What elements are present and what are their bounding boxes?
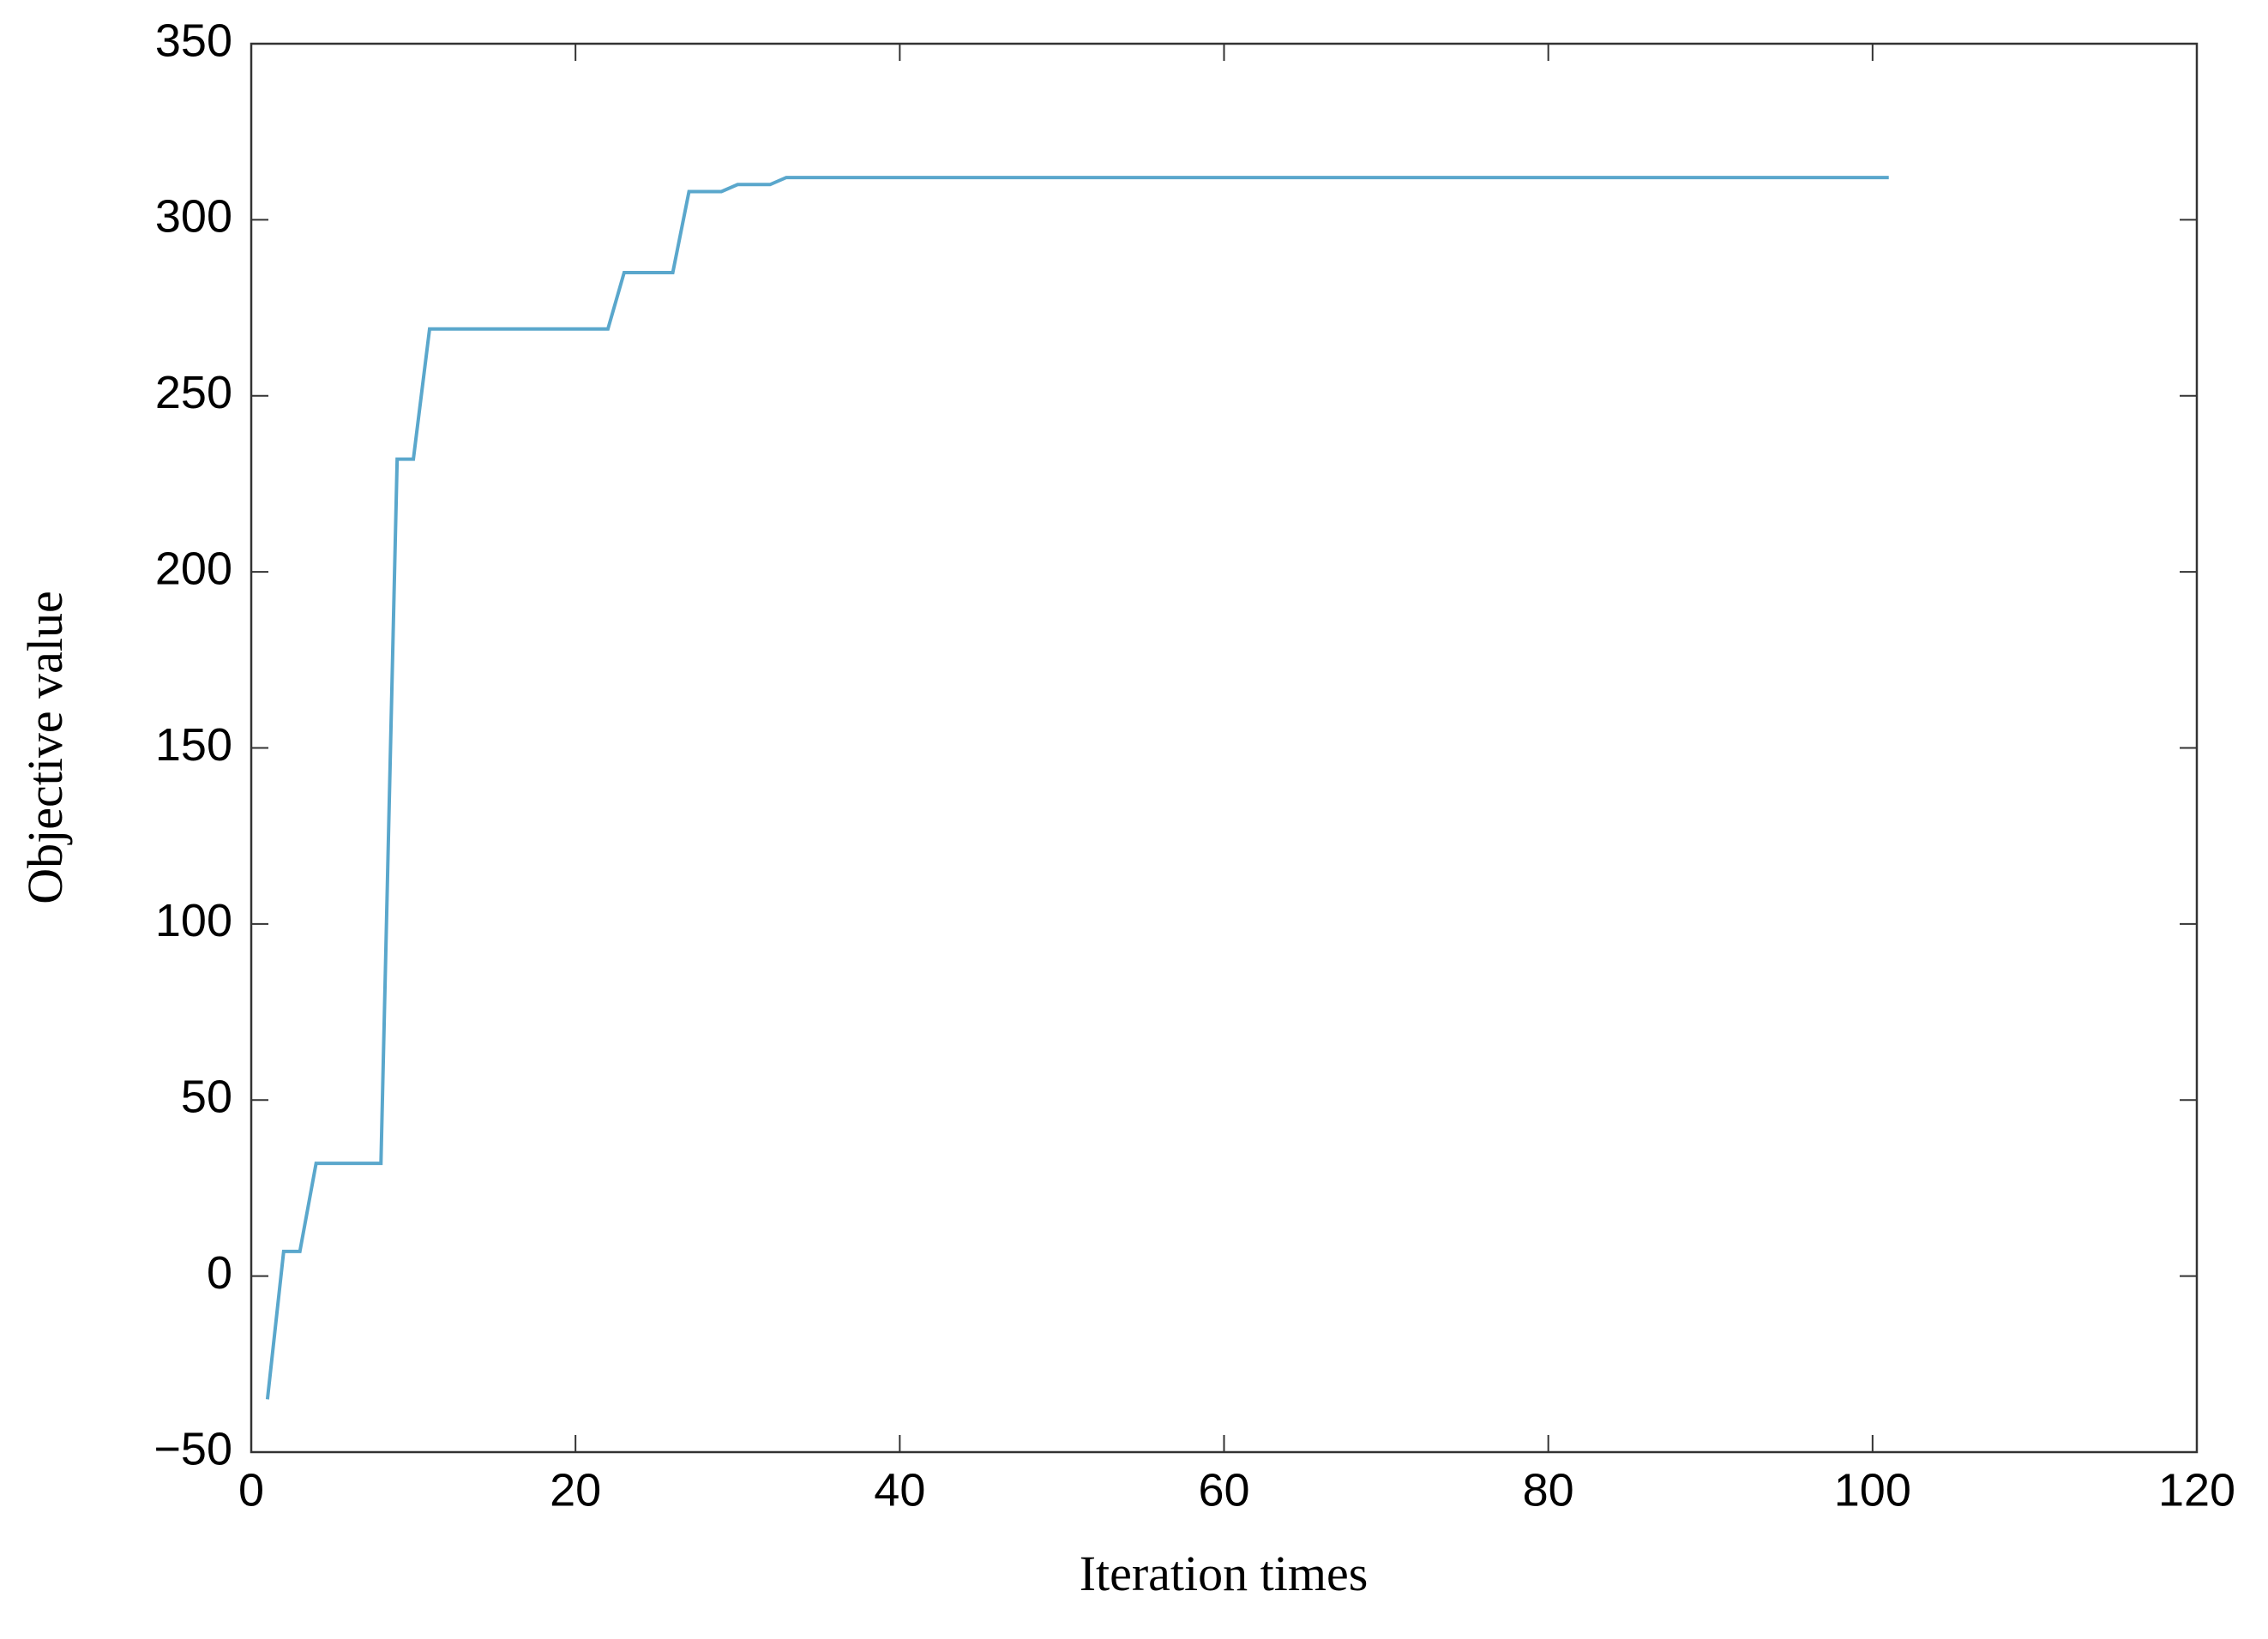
x-axis-label: Iteration times bbox=[1080, 1546, 1369, 1601]
y-tick-label: 0 bbox=[207, 1247, 232, 1299]
x-tick-label: 60 bbox=[1198, 1464, 1249, 1516]
y-tick-label: 100 bbox=[155, 895, 232, 946]
x-tick-label: 0 bbox=[238, 1464, 264, 1516]
x-tick-label: 100 bbox=[1834, 1464, 1911, 1516]
y-tick-label: 300 bbox=[155, 191, 232, 243]
y-tick-label: 50 bbox=[181, 1072, 232, 1123]
data-line bbox=[265, 176, 1889, 1400]
x-tick-label: 20 bbox=[550, 1464, 601, 1516]
plot-frame bbox=[250, 42, 2199, 1454]
y-tick-label: 200 bbox=[155, 543, 232, 594]
y-axis-label: Objective value bbox=[17, 591, 73, 904]
y-tick-label: 150 bbox=[155, 719, 232, 771]
y-tick-label: 250 bbox=[155, 367, 232, 418]
x-tick-label: 40 bbox=[874, 1464, 925, 1516]
y-tick-label: 350 bbox=[155, 15, 232, 66]
x-tick-label: 80 bbox=[1523, 1464, 1574, 1516]
y-tick-label: −50 bbox=[153, 1423, 232, 1474]
x-tick-label: 120 bbox=[2158, 1464, 2235, 1516]
